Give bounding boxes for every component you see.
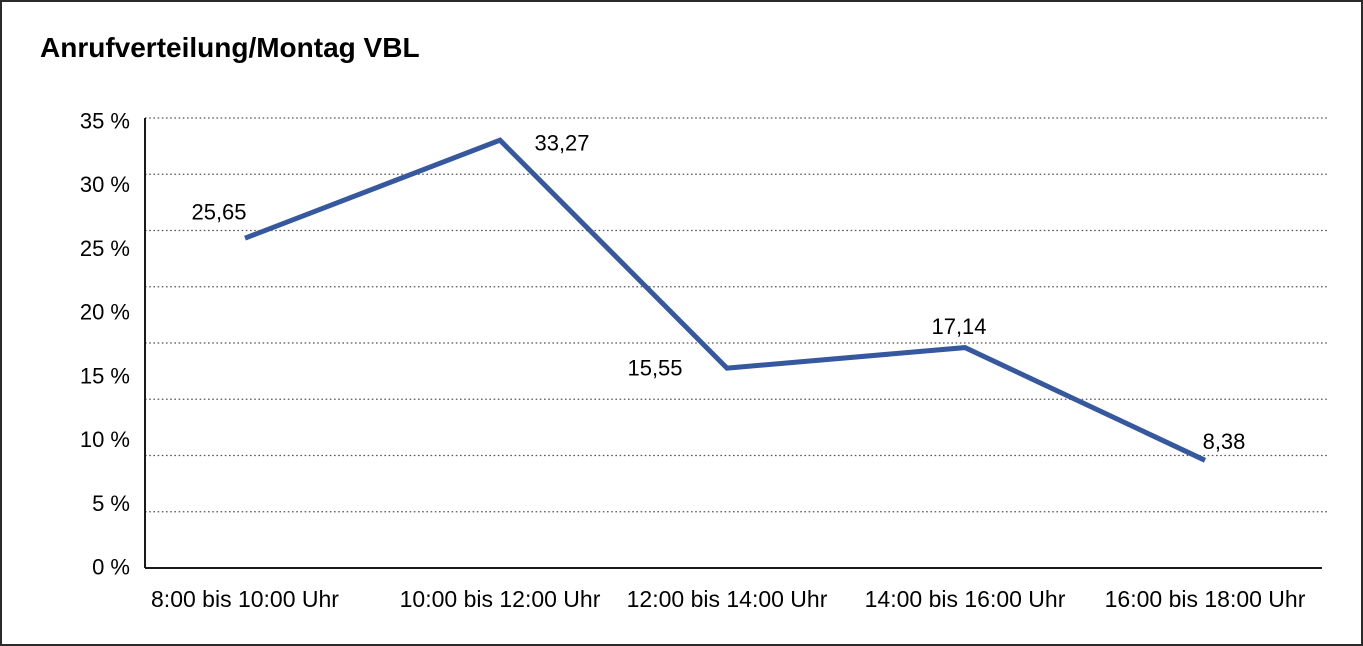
y-axis-tick-label: 20 % xyxy=(80,300,130,325)
y-axis-tick-label: 10 % xyxy=(80,427,130,452)
chart-title: Anrufverteilung/Montag VBL xyxy=(40,32,420,63)
y-axis-tick-label: 5 % xyxy=(92,491,130,516)
y-axis-tick-label: 15 % xyxy=(80,363,130,388)
x-axis-category-label: 16:00 bis 18:00 Uhr xyxy=(1105,586,1306,612)
data-point-label: 8,38 xyxy=(1203,429,1246,454)
y-axis-tick-label: 0 % xyxy=(92,555,130,580)
y-axis-tick-label: 35 % xyxy=(80,109,130,134)
data-point-label: 15,55 xyxy=(627,356,682,381)
x-axis-category-label: 10:00 bis 12:00 Uhr xyxy=(400,586,601,612)
x-axis-category-label: 14:00 bis 16:00 Uhr xyxy=(865,586,1066,612)
data-line xyxy=(244,137,1207,463)
x-axis-category-label: 12:00 bis 14:00 Uhr xyxy=(627,586,828,612)
y-axis-tick-label: 30 % xyxy=(80,172,130,197)
y-axis-tick-label: 25 % xyxy=(80,236,130,261)
data-point-label: 25,65 xyxy=(191,200,246,225)
data-point-label: 17,14 xyxy=(931,314,986,339)
data-point-label: 33,27 xyxy=(534,131,589,156)
x-axis-category-label: 8:00 bis 10:00 Uhr xyxy=(151,586,339,612)
